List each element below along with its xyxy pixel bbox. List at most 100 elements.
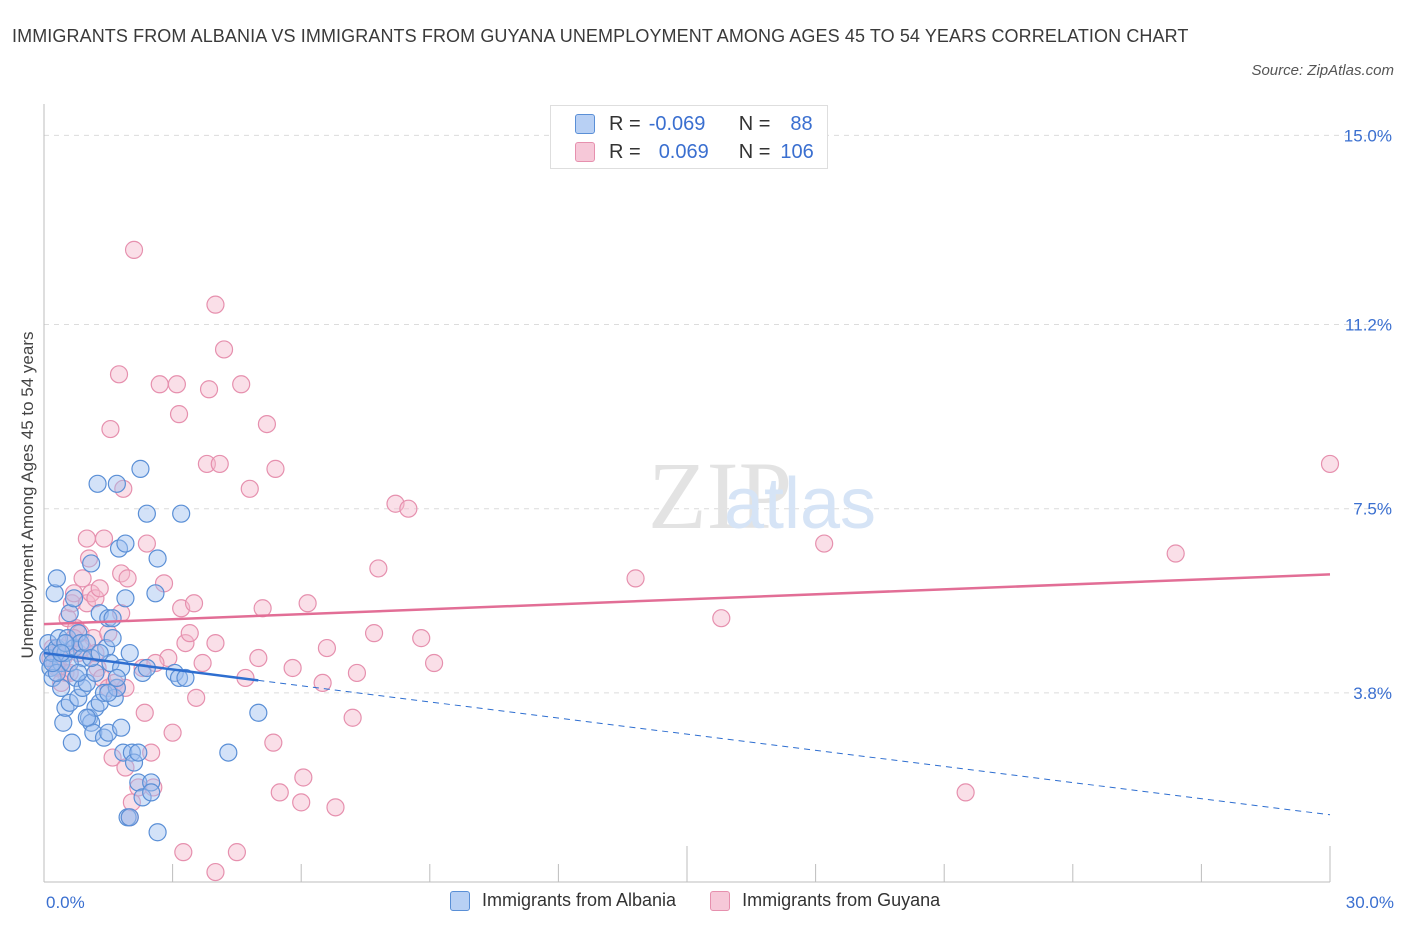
albania-point [116, 589, 135, 608]
albania-point [131, 459, 150, 478]
guyana-point [317, 638, 337, 658]
albania-point [69, 688, 88, 707]
guyana-point [249, 648, 268, 668]
guyana-swatch [710, 890, 731, 911]
guyana-point [73, 569, 92, 588]
r-label: R = [609, 113, 641, 135]
guyana-point [815, 534, 834, 553]
guyana-point [257, 414, 277, 434]
albania-point [176, 668, 195, 688]
guyana-point [298, 594, 317, 613]
guyana-point [163, 723, 182, 742]
albania-point [60, 604, 79, 623]
tick-labels: 3.8% 7.5% 11.2% 15.0% 0.0% 30.0% [46, 126, 1394, 912]
guyana-point [118, 569, 137, 588]
guyana-trend-line [43, 573, 1331, 626]
guyana-point [1166, 544, 1185, 563]
guyana-point [142, 743, 161, 762]
guyana-point [86, 589, 105, 608]
guyana-point [712, 609, 731, 628]
albania-point [120, 808, 139, 827]
guyana-point [109, 365, 129, 384]
guyana-point [343, 708, 362, 727]
albania-point [54, 713, 73, 732]
guyana-point [176, 633, 195, 653]
guyana-point [292, 793, 311, 812]
guyana-point [364, 624, 384, 643]
guyana-point [184, 594, 204, 613]
albania-point [62, 733, 81, 752]
albania-point [47, 663, 66, 683]
legend-label-albania: Immigrants from Albania [482, 890, 677, 910]
watermark-zip: ZIP [648, 442, 792, 549]
albania-point [88, 474, 107, 493]
stats-row-guyana: R = 0.069 N = 106 [575, 139, 814, 165]
albania-r-value: -0.069 [648, 113, 706, 135]
albania-point [112, 718, 131, 737]
gridlines [44, 134, 1392, 694]
albania-point [77, 708, 96, 727]
albania-point [219, 743, 238, 762]
legend-item-albania[interactable]: Immigrants from Albania [450, 890, 676, 911]
albania-point [146, 584, 165, 603]
source-label: Source: ZipAtlas.com [1251, 62, 1394, 79]
albania-point [82, 554, 101, 573]
albania-point [52, 643, 71, 663]
guyana-n-value: 106 [780, 141, 814, 163]
guyana-point [232, 375, 251, 394]
stats-legend: R = -0.069 N = 88 R = 0.069 N = 106 [550, 105, 828, 169]
guyana-point [187, 688, 206, 707]
guyana-point [167, 375, 186, 394]
albania-point [148, 823, 167, 842]
albania-n-value: 88 [790, 113, 813, 135]
trend-lines [43, 573, 1331, 816]
x-tick-label: 30.0% [1346, 893, 1394, 912]
albania-point [77, 633, 96, 653]
x-tick-label: 0.0% [46, 893, 85, 912]
albania-point [107, 668, 126, 688]
legend-item-guyana[interactable]: Immigrants from Guyana [710, 890, 940, 911]
albania-point [90, 643, 109, 663]
albania-point [129, 773, 148, 792]
guyana-point [210, 454, 229, 474]
albania-point [99, 683, 118, 702]
guyana-point [180, 624, 199, 643]
albania-point [107, 474, 126, 493]
albania-point [47, 569, 66, 588]
axes [43, 104, 1331, 883]
albania-point [129, 743, 148, 762]
guyana-point [283, 658, 302, 678]
albania-swatch [575, 114, 595, 134]
guyana-point [399, 499, 418, 518]
albania-swatch [450, 890, 470, 911]
guyana-point [150, 375, 169, 394]
guyana-point [227, 843, 246, 862]
n-label: N = [738, 113, 771, 135]
series-legend: Immigrants from Albania Immigrants from … [450, 890, 974, 911]
series-guyana-points [41, 240, 1340, 882]
guyana-point [347, 663, 367, 683]
guyana-point [294, 768, 313, 787]
guyana-point [94, 529, 114, 548]
albania-point [69, 663, 88, 683]
guyana-point [206, 633, 225, 653]
albania-point [103, 629, 122, 648]
n-label: N = [738, 141, 771, 163]
guyana-point [137, 534, 156, 553]
series-albania-points [39, 459, 268, 842]
albania-point [142, 773, 161, 792]
albania-point [148, 549, 167, 568]
guyana-point [199, 380, 219, 399]
guyana-point [193, 653, 212, 673]
y-tick-label: 7.5% [1353, 500, 1392, 519]
guyana-point [214, 340, 234, 359]
chart-title: IMMIGRANTS FROM ALBANIA VS IMMIGRANTS FR… [12, 26, 1189, 46]
albania-point [71, 633, 90, 653]
albania-point [172, 504, 191, 523]
guyana-point [313, 673, 332, 693]
guyana-point [90, 579, 109, 598]
albania-point [64, 589, 84, 608]
albania-point [56, 633, 75, 653]
y-tick-label: 11.2% [1345, 316, 1392, 335]
